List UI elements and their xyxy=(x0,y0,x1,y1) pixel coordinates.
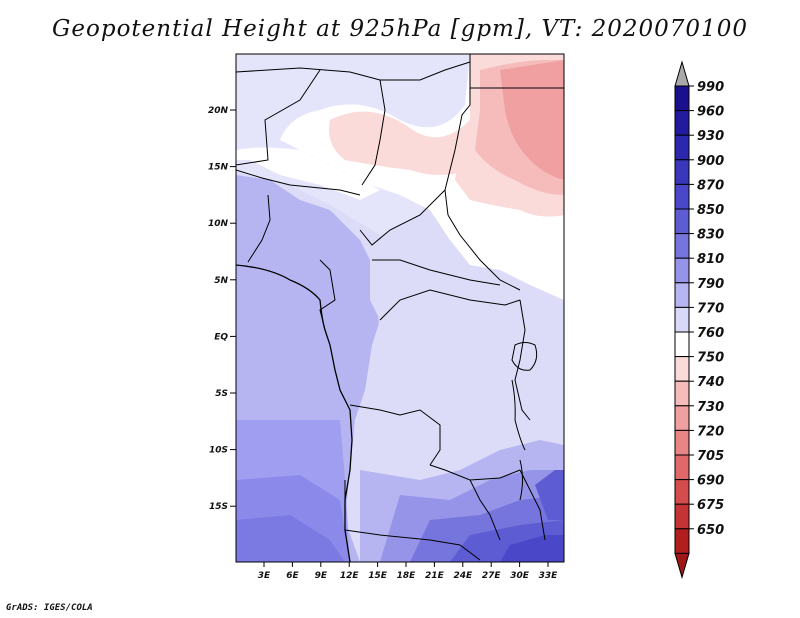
colorbar-label: 675 xyxy=(697,498,724,513)
colorbar-swatch xyxy=(674,85,690,112)
colorbar-label: 760 xyxy=(697,326,724,341)
grads-credit: GrADS: IGES/COLA xyxy=(6,603,93,613)
colorbar: 990 960 930 900 870 850 830 810 790 770 760 750 740 7… xyxy=(674,60,724,580)
colorbar-label: 790 xyxy=(697,277,724,292)
colorbar-underflow-triangle xyxy=(674,552,690,580)
colorbar-swatch xyxy=(674,306,690,333)
latitude-ticks: 20N 15N 10N 5N EQ 5S 10S 15S xyxy=(208,106,236,512)
colorbar-label: 650 xyxy=(697,523,724,538)
lon-tick-label: 9E xyxy=(315,571,328,581)
lon-tick-label: 3E xyxy=(258,571,271,581)
lat-tick-label: EQ xyxy=(214,332,228,342)
colorbar-label: 810 xyxy=(697,252,724,267)
lon-tick-label: 21E xyxy=(425,571,445,581)
lon-tick-label: 18E xyxy=(397,571,417,581)
colorbar-swatch xyxy=(674,503,690,530)
lat-tick-label: 15N xyxy=(208,163,229,173)
lat-tick-label: 5N xyxy=(214,276,228,286)
colorbar-swatch xyxy=(674,454,690,481)
colorbar-swatch xyxy=(674,282,690,308)
colorbar-label: 770 xyxy=(697,301,724,316)
lon-tick-label: 27E xyxy=(482,571,502,581)
longitude-ticks: 3E 6E 9E 12E 15E 18E 21E 24E 27E 30E 33E xyxy=(258,562,558,581)
colorbar-label: 705 xyxy=(697,449,724,464)
colorbar-swatch xyxy=(674,380,690,407)
colorbar-swatch xyxy=(674,208,690,235)
lon-tick-label: 33E xyxy=(539,571,559,581)
lon-tick-label: 30E xyxy=(510,571,530,581)
lon-tick-label: 15E xyxy=(368,571,388,581)
colorbar-label: 740 xyxy=(697,375,724,390)
colorbar-label: 990 xyxy=(697,80,724,95)
map-frame xyxy=(235,53,565,563)
colorbar-swatch xyxy=(674,331,690,358)
colorbar-label: 900 xyxy=(697,154,724,169)
colorbar-label: 750 xyxy=(697,351,724,366)
lon-tick-label: 6E xyxy=(286,571,299,581)
colorbar-label: 720 xyxy=(697,424,724,439)
colorbar-swatch xyxy=(674,134,690,161)
colorbar-swatch xyxy=(674,257,690,284)
colorbar-swatch xyxy=(674,159,690,185)
colorbar-label: 850 xyxy=(697,203,724,218)
lat-tick-label: 20N xyxy=(208,106,229,116)
height-field xyxy=(236,54,564,562)
colorbar-swatch xyxy=(674,356,690,382)
lat-tick-label: 5S xyxy=(215,389,228,399)
colorbar-swatch xyxy=(674,405,690,431)
colorbar-swatch xyxy=(674,479,690,505)
colorbar-swatch xyxy=(674,183,690,210)
colorbar-swatch xyxy=(674,528,690,554)
lon-tick-label: 24E xyxy=(453,571,473,581)
country-borders xyxy=(236,54,564,562)
colorbar-label: 690 xyxy=(697,474,724,489)
colorbar-label: 960 xyxy=(697,105,724,120)
colorbar-label: 870 xyxy=(697,178,724,193)
colorbar-label: 830 xyxy=(697,228,724,243)
lat-tick-label: 10N xyxy=(208,219,229,229)
colorbar-swatch xyxy=(674,110,690,136)
lon-tick-label: 12E xyxy=(340,571,360,581)
lat-tick-label: 10S xyxy=(209,446,228,456)
lat-tick-label: 15S xyxy=(209,502,228,512)
colorbar-swatch xyxy=(674,429,690,456)
map-title: Geopotential Height at 925hPa [gpm], VT:… xyxy=(52,16,748,42)
colorbar-label: 730 xyxy=(697,400,724,415)
colorbar-label: 930 xyxy=(697,129,724,144)
colorbar-swatch xyxy=(674,233,690,259)
colorbar-overflow-triangle xyxy=(674,60,690,87)
